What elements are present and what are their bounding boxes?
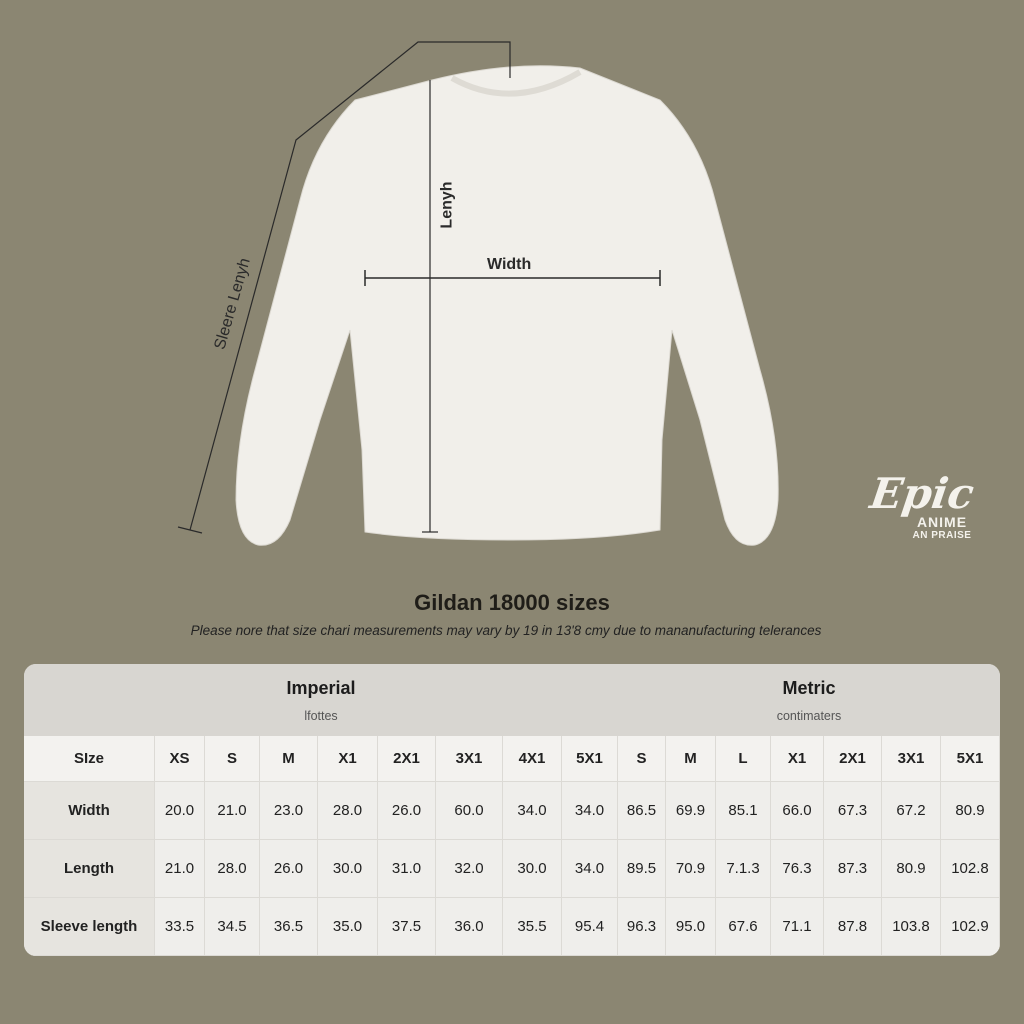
imperial-header: Imperial lfottes: [24, 664, 619, 736]
row-label: Sleeve length: [24, 898, 155, 956]
imperial-value-cell: 20.0: [155, 782, 205, 840]
imperial-size-header: 3X1: [436, 736, 503, 782]
imperial-value-cell: 35.5: [503, 898, 562, 956]
brand-logo: Epic ANIME AN PRAISE: [867, 469, 977, 541]
metric-value-cell: 66.0: [771, 782, 824, 840]
imperial-value-cell: 34.5: [205, 898, 260, 956]
imperial-value-cell: 37.5: [378, 898, 436, 956]
metric-size-header: S: [618, 736, 666, 782]
sleeve-line: [189, 41, 511, 531]
metric-size-header: 2X1: [824, 736, 882, 782]
imperial-value-cell: 34.0: [562, 782, 618, 840]
metric-value-cell: 86.5: [618, 782, 666, 840]
metric-header: Metric contimaters: [618, 664, 1000, 736]
metric-value-cell: 70.9: [666, 840, 716, 898]
imperial-size-header: 5X1: [562, 736, 618, 782]
imperial-value-cell: 26.0: [260, 840, 318, 898]
imperial-value-cell: 32.0: [436, 840, 503, 898]
metric-value-cell: 102.9: [941, 898, 1000, 956]
size-table: Imperial lfottes Metric contimaters SIze…: [24, 664, 1000, 956]
metric-value-cell: 95.0: [666, 898, 716, 956]
imperial-size-header: S: [205, 736, 260, 782]
metric-size-header: L: [716, 736, 771, 782]
metric-size-header: X1: [771, 736, 824, 782]
imperial-size-header: X1: [318, 736, 378, 782]
metric-value-cell: 96.3: [618, 898, 666, 956]
metric-value-cell: 69.9: [666, 782, 716, 840]
metric-value-cell: 102.8: [941, 840, 1000, 898]
imperial-value-cell: 30.0: [503, 840, 562, 898]
metric-value-cell: 80.9: [882, 840, 941, 898]
metric-size-header: M: [666, 736, 716, 782]
imperial-value-cell: 23.0: [260, 782, 318, 840]
imperial-value-cell: 21.0: [155, 840, 205, 898]
size-header: SIze: [24, 736, 155, 782]
tolerance-note: Please nore that size chari measurements…: [190, 623, 822, 638]
metric-value-cell: 85.1: [716, 782, 771, 840]
row-label: Width: [24, 782, 155, 840]
imperial-size-header: M: [260, 736, 318, 782]
metric-value-cell: 67.2: [882, 782, 941, 840]
metric-size-header: 3X1: [882, 736, 941, 782]
metric-value-cell: 87.8: [824, 898, 882, 956]
imperial-value-cell: 35.0: [318, 898, 378, 956]
imperial-value-cell: 28.0: [318, 782, 378, 840]
metric-value-cell: 80.9: [941, 782, 1000, 840]
width-label: Width: [487, 256, 532, 273]
imperial-value-cell: 34.0: [503, 782, 562, 840]
imperial-size-header: 2X1: [378, 736, 436, 782]
imperial-size-header: XS: [155, 736, 205, 782]
sweatshirt-diagram: [177, 41, 779, 546]
imperial-value-cell: 36.5: [260, 898, 318, 956]
metric-value-cell: 76.3: [771, 840, 824, 898]
metric-value-cell: 103.8: [882, 898, 941, 956]
imperial-value-cell: 33.5: [155, 898, 205, 956]
imperial-value-cell: 95.4: [562, 898, 618, 956]
metric-value-cell: 87.3: [824, 840, 882, 898]
metric-value-cell: 67.3: [824, 782, 882, 840]
sweatshirt: [235, 65, 779, 546]
imperial-value-cell: 26.0: [378, 782, 436, 840]
imperial-size-header: 4X1: [503, 736, 562, 782]
row-label: Length: [24, 840, 155, 898]
metric-size-header: 5X1: [941, 736, 1000, 782]
metric-value-cell: 67.6: [716, 898, 771, 956]
imperial-value-cell: 36.0: [436, 898, 503, 956]
page-title: Gildan 18000 sizes: [414, 590, 610, 615]
imperial-value-cell: 28.0: [205, 840, 260, 898]
imperial-value-cell: 30.0: [318, 840, 378, 898]
collar: [450, 69, 582, 97]
imperial-value-cell: 34.0: [562, 840, 618, 898]
length-label: Lenyh: [438, 181, 456, 229]
imperial-value-cell: 31.0: [378, 840, 436, 898]
metric-value-cell: 89.5: [618, 840, 666, 898]
metric-value-cell: 7.1.3: [716, 840, 771, 898]
imperial-value-cell: 60.0: [436, 782, 503, 840]
metric-value-cell: 71.1: [771, 898, 824, 956]
imperial-value-cell: 21.0: [205, 782, 260, 840]
